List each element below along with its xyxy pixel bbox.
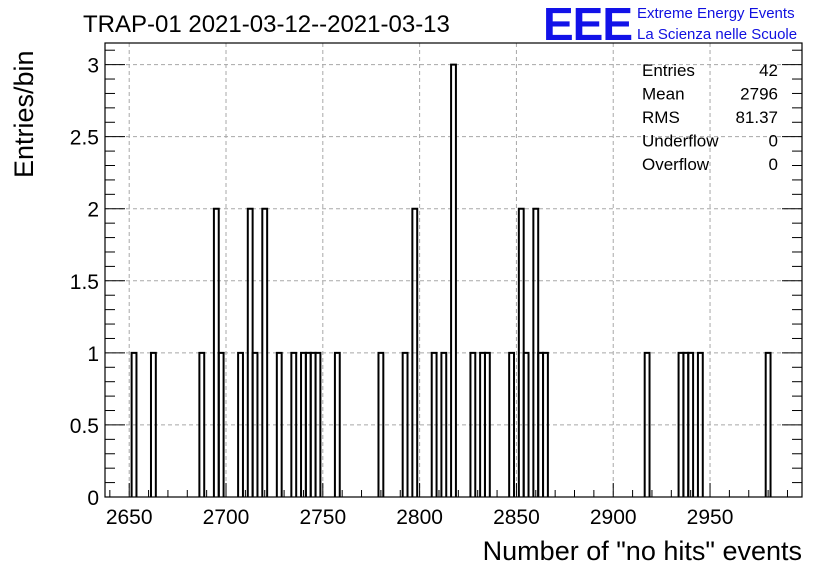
stats-value: 42 xyxy=(759,61,778,80)
histogram-bar xyxy=(251,351,259,497)
y-tick-label: 0 xyxy=(87,487,99,510)
axis-ticks xyxy=(105,49,802,498)
stats-value: 2796 xyxy=(740,85,778,104)
histogram-bar xyxy=(483,351,491,497)
stats-label: Mean xyxy=(642,85,685,104)
logo-line-2: La Scienza nelle Scuole xyxy=(637,26,797,43)
histogram-bars xyxy=(130,63,772,497)
histogram-bar xyxy=(542,351,549,497)
histogram-bar xyxy=(261,207,269,497)
x-tick-label: 2650 xyxy=(106,506,153,529)
y-tick-label: 1 xyxy=(87,343,99,366)
histogram-bar xyxy=(401,351,409,497)
stats-label: Underflow xyxy=(642,132,719,151)
histogram-bar xyxy=(764,351,772,497)
histogram-bar xyxy=(333,351,341,497)
stats-value: 0 xyxy=(769,155,778,174)
logo-line-1: Extreme Energy Events xyxy=(637,5,795,22)
x-tick-label: 2950 xyxy=(687,506,734,529)
histogram-bar xyxy=(314,351,322,497)
histogram-bar xyxy=(149,351,157,497)
histogram-bar xyxy=(217,351,225,497)
stats-value: 0 xyxy=(769,132,778,151)
histogram-bar xyxy=(696,351,704,497)
histogram-bar xyxy=(377,351,385,497)
x-tick-label: 2800 xyxy=(396,506,443,529)
histogram-bar xyxy=(237,351,244,497)
histogram-bar xyxy=(198,351,206,497)
histogram-bar xyxy=(508,351,516,497)
plot-frame xyxy=(104,42,803,498)
stats-label: Entries xyxy=(642,61,695,80)
y-tick-label: 2.5 xyxy=(70,127,99,150)
x-tick-labels: 2650 2700 2750 2800 2850 2900 2950 xyxy=(106,506,734,529)
eee-logo: EEE Extreme Energy Events La Scienza nel… xyxy=(543,0,797,50)
chart-title: TRAP-01 2021-03-12--2021-03-13 xyxy=(83,11,450,38)
histogram-bar xyxy=(430,351,438,497)
x-tick-label: 2750 xyxy=(299,506,346,529)
y-tick-labels: 0 0.5 1 1.5 2 2.5 3 xyxy=(70,55,99,510)
y-tick-label: 1.5 xyxy=(70,271,99,294)
histogram-bar xyxy=(687,351,695,497)
y-tick-label: 0.5 xyxy=(70,415,99,438)
histogram-bar xyxy=(450,63,457,497)
histogram-bar xyxy=(440,351,448,497)
y-tick-label: 2 xyxy=(87,199,99,222)
histogram-bar xyxy=(411,207,419,497)
histogram-bar xyxy=(522,351,530,497)
histogram-bar xyxy=(469,351,477,497)
eee-logo-mark: EEE xyxy=(543,0,632,50)
histogram-bar xyxy=(275,351,283,497)
y-tick-label: 3 xyxy=(87,55,99,78)
y-axis-title: Entries/bin xyxy=(9,50,39,178)
stats-label: RMS xyxy=(642,108,680,127)
x-tick-label: 2700 xyxy=(203,506,250,529)
histogram-bar xyxy=(290,351,298,497)
grid-lines xyxy=(105,43,802,497)
histogram-bar xyxy=(130,351,138,497)
x-tick-label: 2850 xyxy=(493,506,540,529)
stats-label: Overflow xyxy=(642,155,710,174)
histogram-bar xyxy=(643,351,651,497)
stats-box: Entries 42 Mean 2796 RMS 81.37 Underflow 0 Overf… xyxy=(642,61,778,174)
x-tick-label: 2900 xyxy=(590,506,637,529)
x-axis-title: Number of "no hits" events xyxy=(483,536,802,566)
stats-value: 81.37 xyxy=(735,108,778,127)
